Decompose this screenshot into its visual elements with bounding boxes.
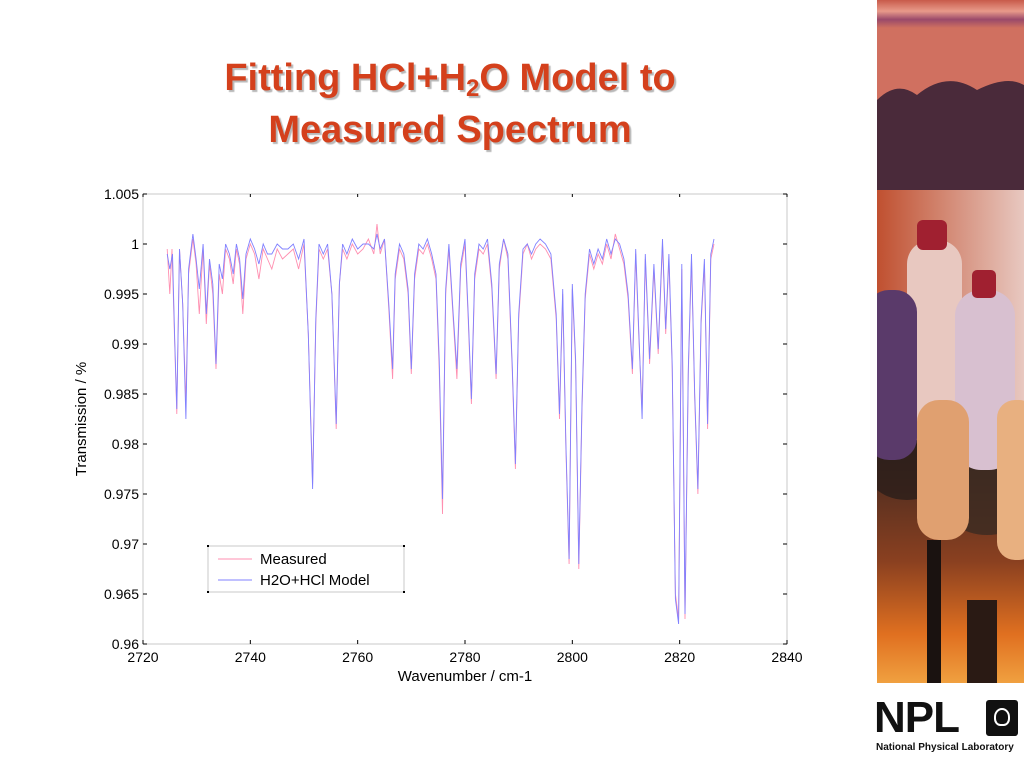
legend-corner xyxy=(207,591,209,593)
y-tick-label: 0.98 xyxy=(112,436,139,452)
x-tick-label: 2740 xyxy=(235,649,266,665)
slide-title: Fitting HCl+H2O Model to Measured Spectru… xyxy=(120,52,780,156)
y-tick-label: 0.96 xyxy=(112,636,139,652)
legend-corner xyxy=(207,545,209,547)
npl-logo: NPL National Physical Laboratory xyxy=(874,696,1024,756)
crest-icon xyxy=(986,700,1018,736)
y-tick-label: 1 xyxy=(131,236,139,252)
x-tick-label: 2800 xyxy=(557,649,588,665)
y-tick-label: 0.965 xyxy=(104,586,139,602)
legend-label: Measured xyxy=(260,551,327,568)
logo-text: NPL xyxy=(874,693,960,742)
x-axis-label: Wavenumber / cm-1 xyxy=(398,668,532,685)
x-tick-label: 2840 xyxy=(771,649,802,665)
x-tick-label: 2780 xyxy=(449,649,480,665)
y-tick-label: 1.005 xyxy=(104,186,139,202)
title-text-start: Fitting HCl+H xyxy=(224,57,467,99)
y-tick-label: 0.975 xyxy=(104,486,139,502)
series-line-model xyxy=(166,233,715,625)
legend-box xyxy=(207,545,405,593)
y-tick-label: 0.995 xyxy=(104,286,139,302)
y-tick-label: 0.97 xyxy=(112,536,139,552)
x-tick-label: 2760 xyxy=(342,649,373,665)
gas-cylinders-photo xyxy=(877,0,1024,683)
y-axis-label: Transmission / % xyxy=(73,362,90,476)
logo-subtitle: National Physical Laboratory xyxy=(876,742,1014,753)
legend-label: H2O+HCl Model xyxy=(260,572,370,589)
x-tick-label: 2820 xyxy=(664,649,695,665)
title-line-2: Measured Spectrum xyxy=(268,109,632,151)
y-tick-label: 0.99 xyxy=(112,336,139,352)
legend-corner xyxy=(403,545,405,547)
legend-corner xyxy=(403,591,405,593)
y-tick-label: 0.985 xyxy=(104,386,139,402)
title-text-end: O Model to xyxy=(479,57,676,99)
axis-ticks: 2720 2740 2760 2780 2800 2820 2840 1.005 1 0.995 0… xyxy=(104,186,803,665)
title-subscript: 2 xyxy=(466,75,480,102)
legend: Measured H2O+HCl Model xyxy=(207,545,405,593)
spectrum-chart: 2720 2740 2760 2780 2800 2820 2840 1.005 1 0.995 0… xyxy=(73,186,803,685)
x-tick-label: 2720 xyxy=(127,649,158,665)
series-layer xyxy=(166,223,715,625)
